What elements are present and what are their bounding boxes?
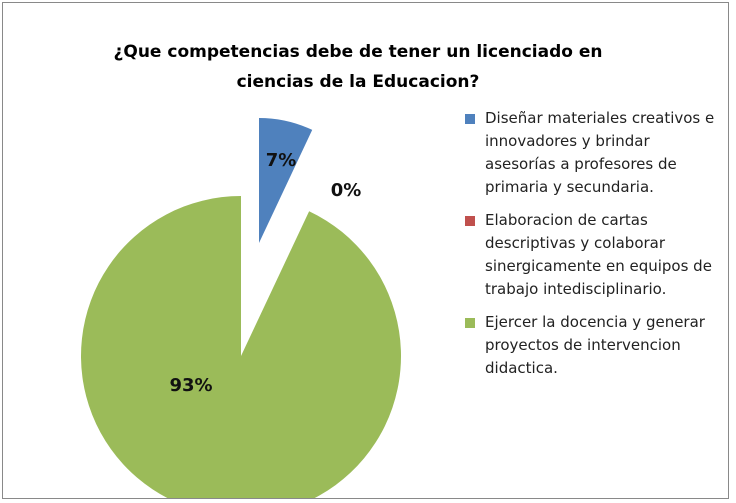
legend-swatch (465, 216, 475, 226)
data-label: 0% (331, 180, 362, 201)
legend-label: Ejercer la docencia y generar proyectos … (485, 313, 705, 377)
legend-item: Ejercer la docencia y generar proyectos … (465, 311, 715, 380)
legend-label: Diseñar materiales creativos e innovador… (485, 109, 715, 196)
pie-slice (81, 196, 401, 498)
data-label: 7% (266, 150, 297, 171)
pie-slice (259, 118, 313, 243)
legend-label: Elaboracion de cartas descriptivas y col… (485, 211, 712, 298)
legend-item: Elaboracion de cartas descriptivas y col… (465, 209, 715, 301)
legend-swatch (465, 318, 475, 328)
data-label: 93% (169, 375, 212, 396)
legend-swatch (465, 114, 475, 124)
chart-title: ¿Que competencias debe de tener un licen… (113, 42, 603, 92)
legend-item: Diseñar materiales creativos e innovador… (465, 107, 715, 199)
legend: Diseñar materiales creativos e innovador… (465, 107, 715, 390)
pie-area: 7% 0% 93% (81, 118, 401, 498)
chart: 7% 0% 93% ¿Que competencias debe de tener … (2, 2, 729, 499)
